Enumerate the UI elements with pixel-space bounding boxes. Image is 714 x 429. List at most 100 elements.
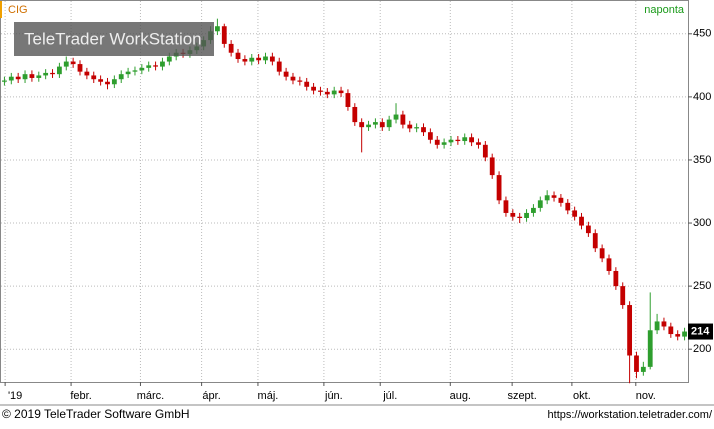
- candle-body: [263, 56, 268, 61]
- watermark-box: [14, 22, 214, 56]
- candle-body: [91, 75, 97, 80]
- candle-body: [132, 70, 138, 72]
- candle-body: [359, 122, 365, 128]
- candle-body: [77, 64, 83, 72]
- candle-body: [668, 326, 674, 335]
- candle-body: [661, 321, 667, 327]
- candle-body: [70, 61, 76, 65]
- watermark: TeleTrader WorkStation: [24, 29, 202, 48]
- candle-body: [469, 137, 474, 143]
- candle-body: [125, 71, 131, 75]
- candle-body: [139, 67, 145, 71]
- candle-body: [531, 207, 536, 213]
- candle-body: [572, 210, 578, 217]
- x-tick-label: ápr.: [202, 390, 220, 402]
- candle-body: [551, 195, 557, 198]
- candle-body: [249, 57, 255, 62]
- candle-body: [647, 330, 653, 367]
- chart-title: CIG: [8, 4, 28, 16]
- candle-body: [503, 200, 509, 213]
- candle-body: [283, 71, 289, 77]
- candle-body: [462, 137, 468, 142]
- subtitle: naponta: [644, 4, 685, 16]
- candle-body: [8, 76, 14, 81]
- candle-body: [235, 52, 241, 60]
- candle-body: [427, 132, 433, 140]
- candle-body: [434, 139, 440, 145]
- candle-body: [153, 65, 158, 67]
- candle-body: [228, 43, 234, 53]
- candle-body: [407, 124, 413, 129]
- candle-body: [36, 75, 42, 78]
- x-tick-label: okt.: [573, 390, 591, 402]
- x-tick-label: szept.: [507, 390, 536, 402]
- y-tick-label: 350: [693, 154, 711, 166]
- candle-body: [215, 26, 220, 32]
- candle-body: [634, 355, 639, 372]
- candle-body: [620, 286, 626, 306]
- candle-body: [393, 114, 399, 120]
- candle-body: [297, 80, 303, 82]
- candle-body: [331, 90, 337, 95]
- candle-body: [56, 66, 62, 75]
- x-tick-label: márc.: [137, 390, 165, 402]
- candle-body: [599, 248, 605, 259]
- last-price-label: 214: [691, 325, 710, 337]
- candle-body: [476, 142, 481, 145]
- candle-body: [2, 80, 7, 82]
- candle-body: [558, 197, 564, 203]
- x-tick-label: '19: [8, 390, 22, 402]
- candle-body: [311, 86, 316, 91]
- candle-body: [221, 26, 227, 44]
- candle-body: [544, 195, 550, 201]
- candle-body: [276, 61, 282, 72]
- x-tick-label: júl.: [382, 390, 397, 402]
- candle-body: [373, 122, 378, 125]
- footer-right: https://workstation.teletrader.com/: [548, 409, 713, 421]
- candle-body: [565, 202, 571, 211]
- candle-body: [98, 79, 104, 82]
- x-tick-label: nov.: [636, 390, 656, 402]
- candle-body: [455, 139, 461, 142]
- candle-body: [43, 72, 49, 76]
- candle-body: [304, 81, 310, 87]
- last-price-box: [688, 323, 713, 340]
- candle-body: [682, 331, 687, 337]
- candle-body: [63, 61, 69, 67]
- x-tick-label: máj.: [258, 390, 279, 402]
- candle-body: [386, 119, 392, 128]
- candle-body: [84, 71, 90, 76]
- candle-body: [290, 76, 296, 81]
- candle-body: [269, 56, 275, 62]
- y-tick-label: 400: [693, 91, 711, 103]
- x-tick-label: febr.: [70, 390, 91, 402]
- candle-body: [345, 93, 351, 107]
- candle-body: [496, 175, 502, 201]
- candle-body: [118, 74, 124, 80]
- candle-body: [242, 59, 248, 62]
- footer-left: © 2019 TeleTrader Software GmbH: [2, 407, 190, 421]
- candle-body: [22, 74, 28, 80]
- candle-body: [482, 144, 488, 158]
- candle-body: [166, 56, 172, 62]
- candle-body: [524, 212, 529, 218]
- candle-body: [517, 216, 523, 218]
- candle-body: [510, 212, 516, 217]
- candle-body: [675, 334, 681, 337]
- candle-body: [50, 72, 55, 75]
- candle-body: [448, 139, 454, 143]
- candle-body: [606, 258, 612, 271]
- candle-body: [441, 142, 447, 145]
- y-tick-label: 450: [693, 28, 711, 40]
- y-tick-label: 250: [693, 280, 711, 292]
- candle-body: [352, 106, 358, 123]
- x-tick-label: aug.: [450, 390, 471, 402]
- candle-body: [414, 127, 420, 129]
- plot-frame: [0, 0, 689, 383]
- candle-body: [489, 157, 495, 176]
- candle-body: [627, 305, 633, 356]
- candle-body: [146, 65, 152, 68]
- candle-body: [585, 225, 591, 234]
- candle-body: [15, 76, 21, 80]
